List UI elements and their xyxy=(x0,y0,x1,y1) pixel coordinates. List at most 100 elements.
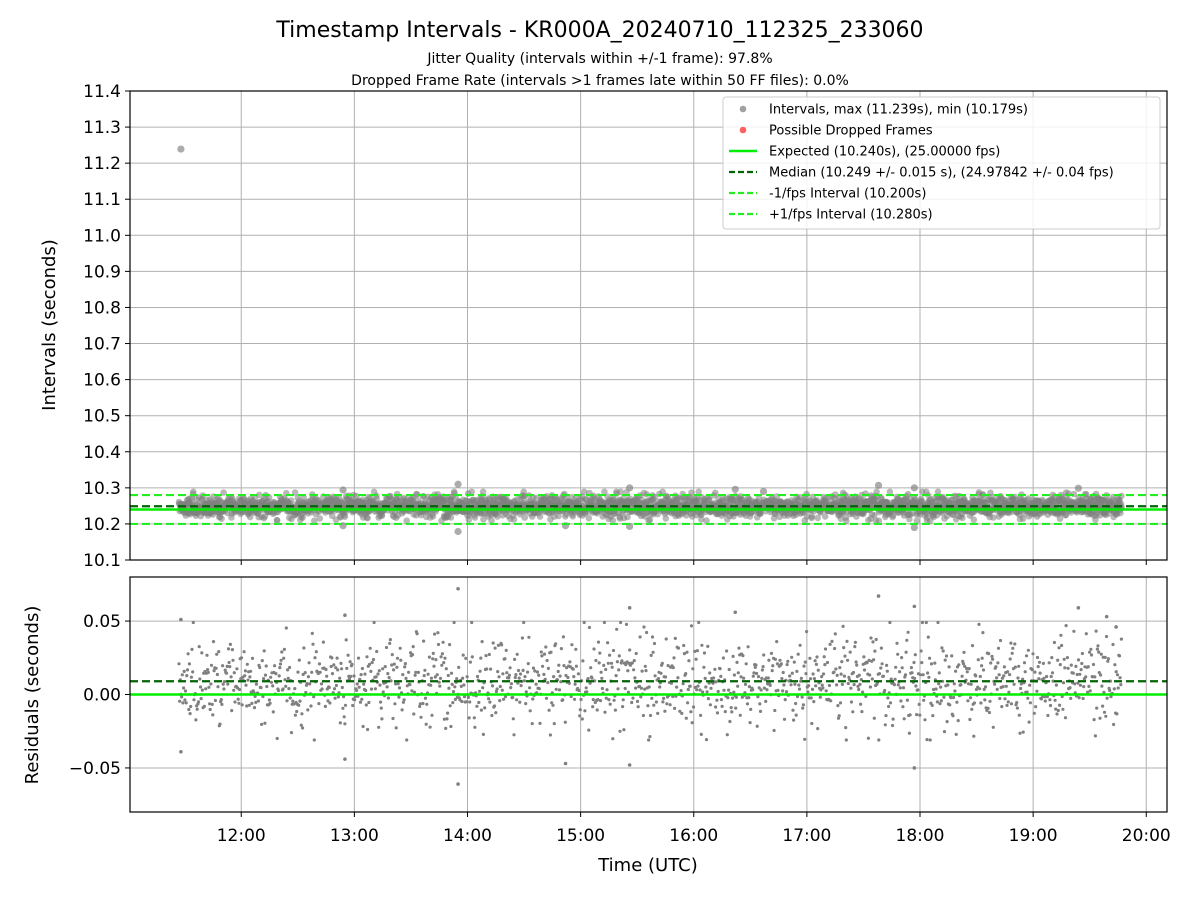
residual-point xyxy=(365,655,369,659)
residual-point xyxy=(200,651,204,655)
residual-point xyxy=(1013,665,1018,669)
residual-point xyxy=(833,646,837,651)
residual-point xyxy=(513,675,517,680)
residual-point xyxy=(495,687,499,691)
residual-point xyxy=(626,690,631,694)
residual-point xyxy=(966,699,970,703)
chart-title: Timestamp Intervals - KR000A_20240710_11… xyxy=(275,18,923,43)
residual-point xyxy=(731,654,735,659)
residual-point xyxy=(358,700,363,704)
residual-point xyxy=(369,687,374,691)
residual-point xyxy=(405,738,409,742)
residual-point xyxy=(188,712,192,716)
residual-point xyxy=(198,685,203,689)
residual-point xyxy=(244,683,248,687)
residual-point xyxy=(639,695,643,699)
residual-point xyxy=(739,675,743,679)
residual-point xyxy=(706,697,711,701)
residual-point xyxy=(1099,673,1103,677)
residual-point xyxy=(835,683,839,687)
residual-point xyxy=(721,656,726,660)
residual-point xyxy=(1074,664,1078,669)
residual-point xyxy=(453,697,457,702)
residual-point xyxy=(1097,671,1101,675)
residual-point xyxy=(980,664,984,668)
residual-point xyxy=(789,683,793,687)
residual-point xyxy=(974,674,978,678)
interval-point xyxy=(871,512,878,519)
residual-point xyxy=(490,713,494,718)
residual-point xyxy=(676,646,681,650)
residual-point xyxy=(226,647,231,651)
residual-point xyxy=(466,695,470,700)
residual-point xyxy=(205,653,209,657)
residual-point xyxy=(305,682,309,686)
residual-point xyxy=(968,696,973,700)
residual-point xyxy=(393,702,397,706)
residual-point xyxy=(186,652,190,656)
residual-point xyxy=(433,675,437,679)
interval-point xyxy=(510,516,518,523)
residual-point xyxy=(509,682,513,686)
residual-point xyxy=(877,672,882,676)
residual-point xyxy=(788,674,792,678)
residual-point xyxy=(669,681,674,685)
residual-point xyxy=(274,672,278,676)
residual-point xyxy=(983,698,987,702)
residual-point xyxy=(225,664,229,669)
residual-point xyxy=(920,620,925,625)
residual-point xyxy=(609,661,614,665)
residual-point xyxy=(483,706,487,710)
residual-point xyxy=(291,699,295,703)
residual-point xyxy=(797,683,801,687)
residual-point xyxy=(496,670,500,674)
residual-point xyxy=(952,682,956,686)
residual-point xyxy=(461,676,465,680)
residual-point xyxy=(410,689,414,693)
residual-point xyxy=(1065,656,1069,660)
residual-point xyxy=(600,686,605,691)
residual-point xyxy=(821,686,825,690)
residual-point xyxy=(287,687,291,691)
residual-point xyxy=(986,706,990,711)
residual-point xyxy=(367,700,371,705)
residual-point xyxy=(279,658,283,662)
residual-point xyxy=(372,620,376,625)
residual-point xyxy=(542,652,547,656)
residual-point xyxy=(867,658,871,663)
residual-point xyxy=(904,650,908,654)
residual-point xyxy=(479,708,483,712)
residual-point xyxy=(697,620,701,625)
residual-point xyxy=(233,700,237,704)
residual-point xyxy=(217,650,221,654)
residual-point xyxy=(230,709,234,713)
residual-point xyxy=(582,620,586,625)
interval-point xyxy=(617,488,624,496)
interval-point xyxy=(757,510,764,517)
residual-point xyxy=(661,700,665,704)
residual-point xyxy=(430,713,434,717)
residual-point xyxy=(997,673,1001,677)
residual-point xyxy=(776,688,780,693)
residual-point xyxy=(1093,675,1097,679)
residual-point xyxy=(190,647,194,652)
residual-point xyxy=(853,640,858,645)
top-ytick-label: 10.2 xyxy=(83,515,121,535)
residual-point xyxy=(650,635,655,639)
residual-point xyxy=(388,641,392,646)
residual-point xyxy=(714,680,718,684)
residual-point xyxy=(656,711,660,716)
residual-point xyxy=(432,664,436,668)
residual-point xyxy=(1000,705,1004,709)
interval-outlier-point xyxy=(910,484,918,492)
residual-point xyxy=(744,662,748,666)
residual-point xyxy=(611,737,615,741)
top-plot-frame xyxy=(129,90,1168,561)
residual-point xyxy=(666,664,670,668)
residual-point xyxy=(183,698,187,702)
residual-point xyxy=(679,689,683,693)
residual-point xyxy=(916,688,920,692)
residual-point xyxy=(457,665,461,670)
residual-point xyxy=(1098,716,1102,720)
residual-point xyxy=(348,660,352,664)
